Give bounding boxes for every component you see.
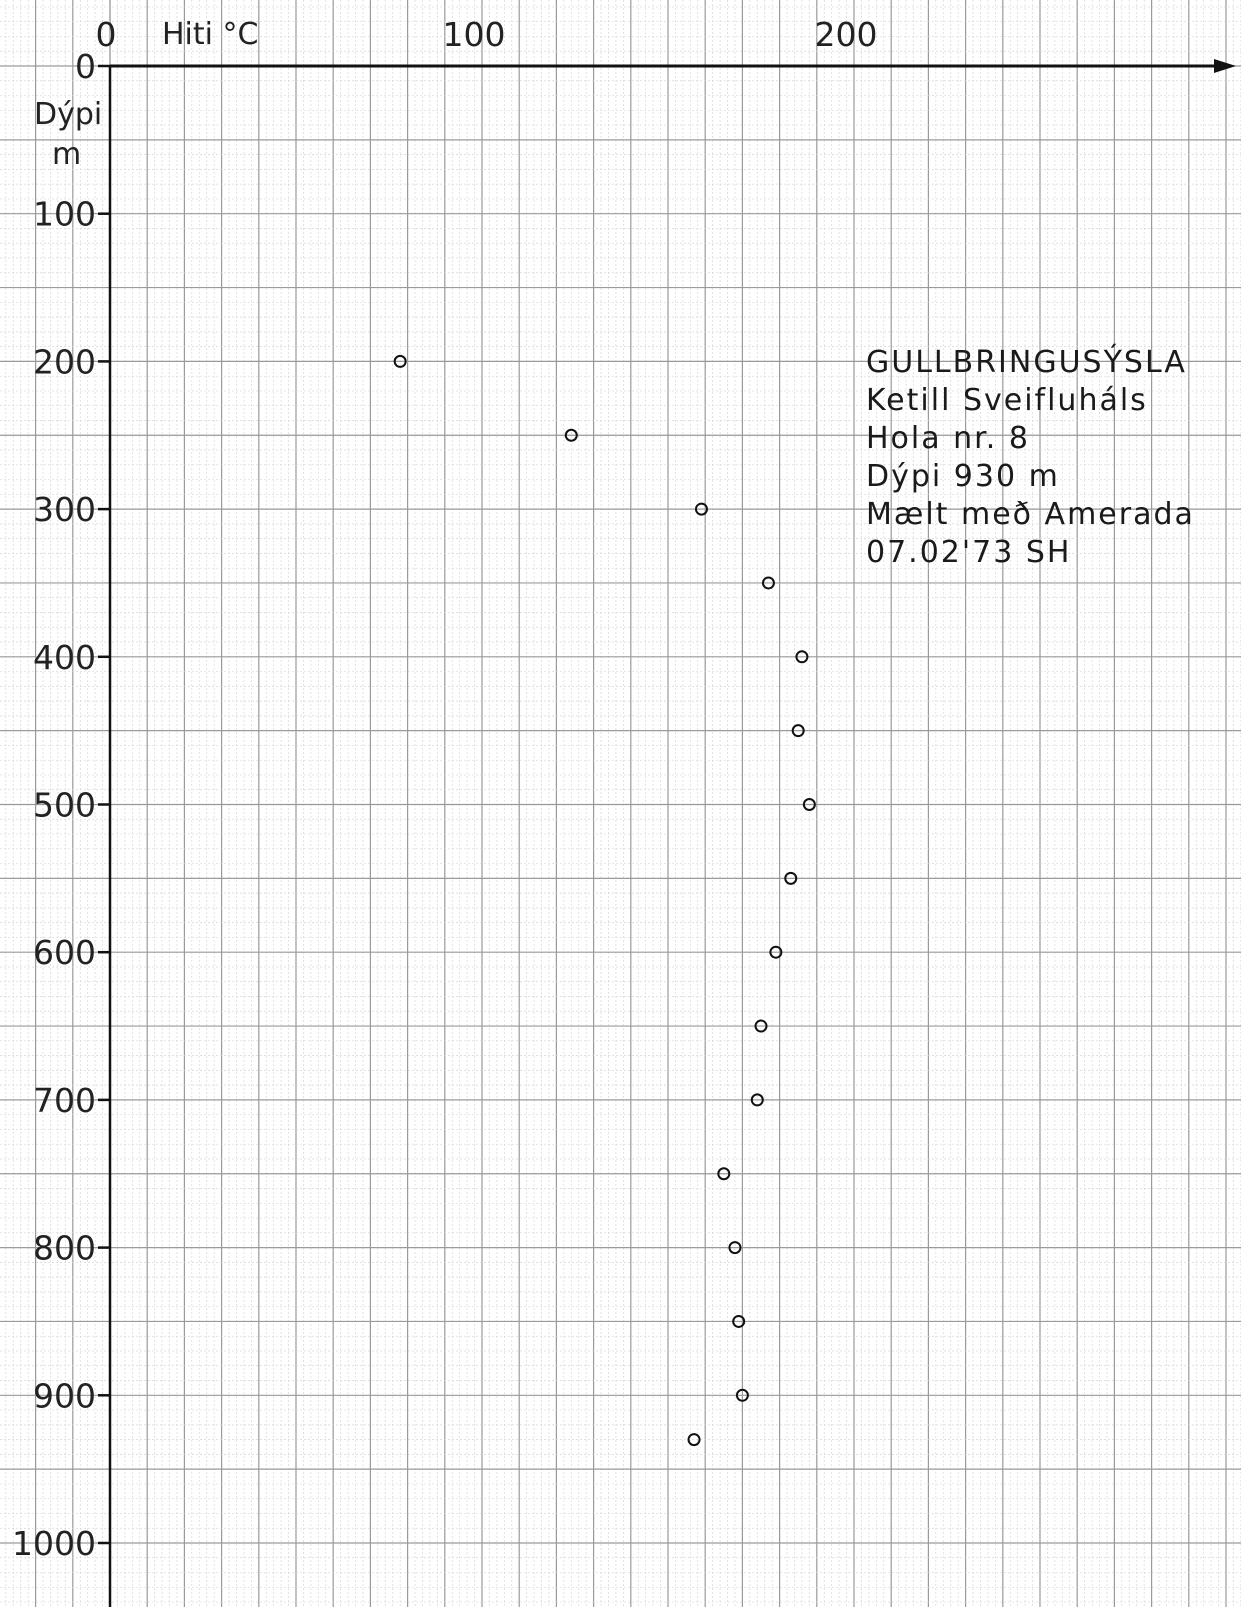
y-tick-label: 500 xyxy=(33,786,96,825)
annotation-line: Dýpi 930 m xyxy=(866,459,1060,494)
data-point xyxy=(732,1314,746,1328)
data-point xyxy=(735,1388,749,1402)
data-points xyxy=(393,354,816,1447)
y-axis-title-line1: Dýpi xyxy=(34,97,102,132)
data-point xyxy=(728,1241,742,1255)
annotation-line: GULLBRINGUSÝSLA xyxy=(866,344,1187,380)
y-tick-label: 300 xyxy=(33,490,96,529)
y-tick-label: 700 xyxy=(33,1081,96,1120)
data-point xyxy=(717,1167,731,1181)
y-tick-label: 0 xyxy=(75,47,96,86)
x-axis-arrow xyxy=(1214,59,1236,73)
data-point xyxy=(687,1433,701,1447)
y-tick-label: 400 xyxy=(33,638,96,677)
x-axis-title: Hiti °C xyxy=(162,17,258,52)
y-tick-label: 200 xyxy=(33,342,96,381)
data-point xyxy=(784,871,798,885)
data-point xyxy=(754,1019,768,1033)
annotation-line: Mælt með Amerada xyxy=(866,497,1195,532)
data-point xyxy=(694,502,708,516)
annotation-line: Hola nr. 8 xyxy=(866,421,1030,456)
x-tick-label: 0 xyxy=(96,15,117,54)
y-tick-label: 600 xyxy=(33,933,96,972)
x-tick-label: 100 xyxy=(443,15,506,54)
axes xyxy=(98,59,1236,1607)
y-tick-label: 900 xyxy=(33,1376,96,1415)
y-tick-label: 100 xyxy=(33,195,96,234)
annotation-line: 07.02'73 SH xyxy=(866,535,1071,570)
data-point xyxy=(393,354,407,368)
data-point xyxy=(750,1093,764,1107)
data-point xyxy=(564,428,578,442)
y-axis-title-line2: m xyxy=(52,137,81,172)
data-point xyxy=(795,650,809,664)
x-tick-label: 200 xyxy=(815,15,878,54)
data-point xyxy=(761,576,775,590)
data-point xyxy=(769,945,783,959)
y-tick-label: 800 xyxy=(33,1229,96,1268)
tick-labels: 0 100 200 300 400 500 600 700 800 900 1000 0 100 200 xyxy=(12,15,877,1563)
y-tick-label: 1000 xyxy=(12,1524,96,1563)
annotation-line: Ketill Sveifluháls xyxy=(866,383,1148,418)
data-point xyxy=(791,724,805,738)
data-point xyxy=(802,798,816,811)
